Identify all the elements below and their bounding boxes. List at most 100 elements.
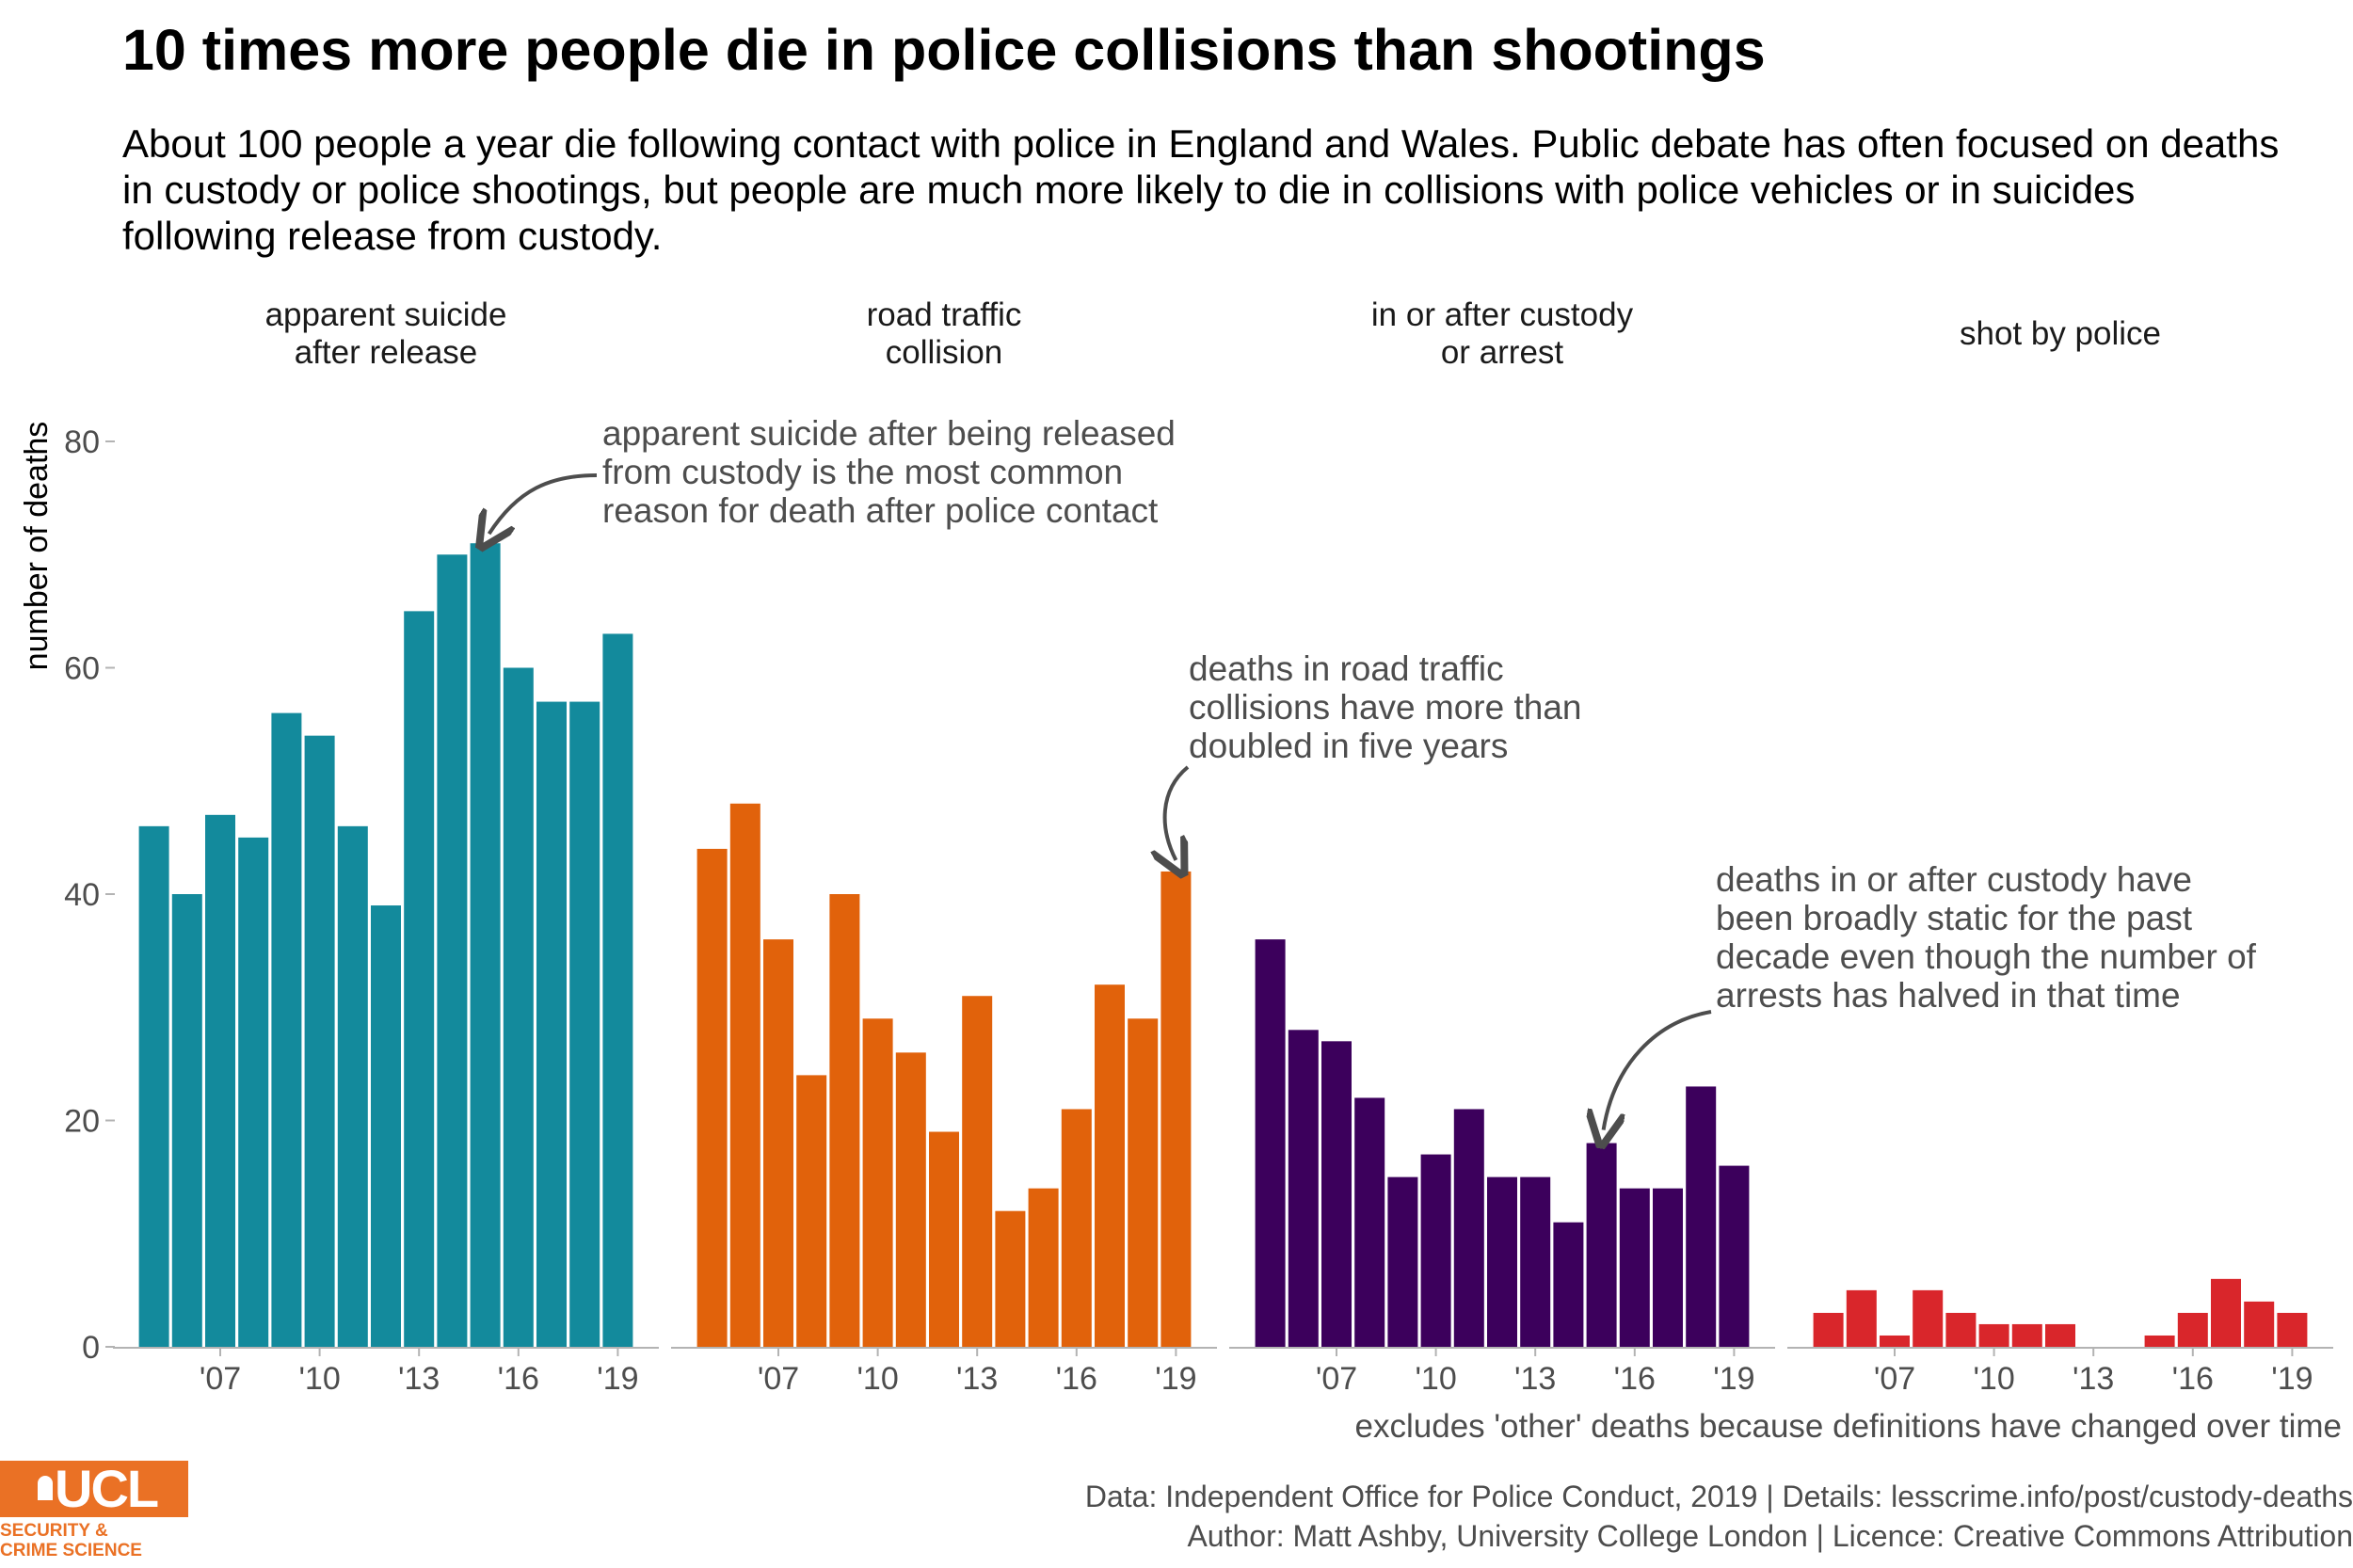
bar-2019 — [1719, 1165, 1750, 1347]
x-tick-label: '16 — [1056, 1361, 1097, 1397]
panel-label: collision — [886, 334, 1003, 371]
annotation-suicide-line: from custody is the most common — [602, 453, 1124, 491]
x-tick-label: '07 — [758, 1361, 799, 1397]
bar-2010 — [862, 1018, 893, 1347]
annotation-custody-line: arrests has halved in that time — [1716, 976, 2181, 1015]
bar-2013 — [962, 996, 993, 1347]
bar-2016 — [1619, 1188, 1650, 1347]
bar-2010 — [1978, 1323, 2009, 1347]
annotation-custody-line: deaths in or after custody have — [1716, 860, 2192, 899]
x-tick-label: '13 — [956, 1361, 998, 1397]
x-tick-label: '16 — [1614, 1361, 1656, 1397]
bar-2019 — [2277, 1312, 2308, 1347]
annotation-traffic: deaths in road traffic collisions have m… — [1189, 649, 1582, 765]
caption-data-source: Data: Independent Office for Police Cond… — [1084, 1480, 2353, 1513]
bar-2012 — [2045, 1323, 2075, 1347]
logo-department: SECURITY & CRIME SCIENCE — [0, 1521, 142, 1560]
bar-2006 — [171, 894, 202, 1347]
portico-icon — [38, 1476, 53, 1500]
bar-2011 — [1453, 1109, 1484, 1347]
caption-author: Author: Matt Ashby, University College L… — [1187, 1519, 2353, 1553]
bar-2007 — [763, 939, 793, 1347]
y-axis-label: number of deaths — [19, 422, 55, 671]
annotation-custody-line: been broadly static for the past — [1716, 899, 2192, 937]
x-tick-label: '07 — [1316, 1361, 1357, 1397]
x-tick-label: '07 — [1874, 1361, 1915, 1397]
bar-2015 — [1586, 1143, 1617, 1347]
bar-2017 — [536, 701, 567, 1347]
bar-2008 — [1354, 1097, 1385, 1347]
bar-2009 — [1387, 1176, 1418, 1347]
chart-title: 10 times more people die in police colli… — [122, 18, 1766, 82]
x-tick-label: '10 — [1415, 1361, 1456, 1397]
annotation-traffic-line: doubled in five years — [1189, 727, 1509, 765]
bar-2012 — [1487, 1176, 1517, 1347]
annotation-suicide: apparent suicide after being released fr… — [602, 414, 1176, 530]
bar-2005 — [1813, 1312, 1844, 1347]
bar-2005 — [138, 825, 169, 1347]
y-tick-label: 60 — [64, 651, 100, 687]
bar-2006 — [729, 803, 760, 1347]
x-tick-label: '19 — [1713, 1361, 1754, 1397]
bar-2011 — [895, 1052, 926, 1347]
bar-2010 — [1420, 1154, 1451, 1347]
logo-band — [0, 1461, 188, 1517]
bar-2014 — [1553, 1222, 1584, 1347]
bar-2007 — [1321, 1041, 1352, 1347]
bar-2013 — [404, 611, 435, 1347]
bar-2005 — [1255, 939, 1286, 1347]
bar-2018 — [2244, 1301, 2275, 1347]
annotation-traffic-line: collisions have more than — [1189, 688, 1582, 727]
arrow-custody — [1604, 1010, 1712, 1130]
annotation-traffic-line: deaths in road traffic — [1189, 649, 1504, 688]
y-tick-label: 40 — [64, 877, 100, 913]
bar-2014 — [437, 554, 468, 1347]
bar-2009 — [1945, 1312, 1977, 1347]
footnote: excludes 'other' deaths because definiti… — [1355, 1408, 2342, 1445]
bar-2011 — [337, 825, 368, 1347]
bar-2017 — [1095, 984, 1125, 1347]
x-tick-label: '10 — [1973, 1361, 2014, 1397]
bar-2010 — [304, 735, 335, 1347]
bar-2008 — [238, 837, 269, 1347]
annotation-suicide-line: reason for death after police contact — [602, 491, 1159, 530]
bar-2018 — [569, 701, 600, 1347]
x-tick-label: '07 — [200, 1361, 241, 1397]
bar-2017 — [2211, 1278, 2241, 1347]
bar-2015 — [470, 543, 501, 1347]
bar-2018 — [1686, 1086, 1717, 1347]
ucl-logo: UCL SECURITY & CRIME SCIENCE — [0, 1461, 188, 1568]
x-tick-label: '16 — [498, 1361, 539, 1397]
bar-2013 — [1520, 1176, 1551, 1347]
panel-label: road traffic — [867, 296, 1022, 333]
bar-2005 — [696, 848, 728, 1347]
bar-2019 — [602, 633, 633, 1347]
x-tick-label: '13 — [2073, 1361, 2114, 1397]
bar-2015 — [1028, 1188, 1059, 1347]
bar-2012 — [929, 1131, 959, 1347]
bar-2008 — [796, 1075, 827, 1347]
panel-label: apparent suicide — [265, 296, 507, 333]
x-tick-label: '16 — [2172, 1361, 2214, 1397]
chart-subtitle: About 100 people a year die following co… — [122, 121, 2280, 258]
bar-2018 — [1128, 1018, 1159, 1347]
bar-2012 — [371, 905, 401, 1347]
x-tick-label: '13 — [398, 1361, 440, 1397]
bar-2014 — [995, 1210, 1026, 1347]
x-tick-label: '10 — [856, 1361, 898, 1397]
bar-2006 — [1288, 1030, 1319, 1347]
arrow-suicide — [489, 473, 598, 534]
panel-label: after release — [295, 334, 478, 371]
x-tick-label: '13 — [1514, 1361, 1556, 1397]
x-tick-label: '19 — [2271, 1361, 2313, 1397]
bar-2009 — [271, 712, 302, 1347]
bar-2019 — [1160, 871, 1192, 1347]
y-tick-label: 20 — [64, 1104, 100, 1140]
panel-label: shot by police — [1960, 315, 2161, 352]
bar-2016 — [503, 667, 534, 1347]
y-tick-label: 80 — [64, 424, 100, 460]
x-tick-label: '19 — [597, 1361, 638, 1397]
bar-2007 — [205, 814, 235, 1347]
bar-2015 — [2144, 1335, 2175, 1347]
